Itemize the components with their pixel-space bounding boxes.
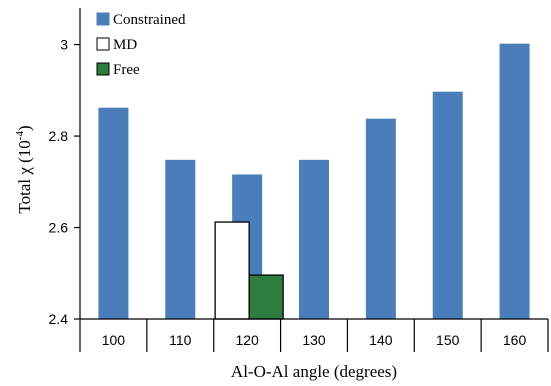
bar-constrained-110 bbox=[165, 159, 196, 319]
x-axis-title: Al-O-Al angle (degrees) bbox=[231, 362, 397, 381]
bar-md-120 bbox=[214, 221, 250, 320]
y-axis-title-close: ) bbox=[15, 125, 34, 131]
legend-swatch-free bbox=[96, 62, 110, 76]
legend: Constrained MD Free bbox=[96, 12, 186, 78]
x-tick-label-150: 150 bbox=[436, 332, 460, 348]
x-tick-label-120: 120 bbox=[235, 332, 259, 348]
x-tick-label-100: 100 bbox=[102, 332, 126, 348]
bar-constrained-140 bbox=[365, 118, 396, 319]
bar-constrained-160 bbox=[499, 43, 530, 320]
axes-layer bbox=[79, 8, 548, 320]
legend-label-constrained: Constrained bbox=[113, 12, 186, 28]
y-axis-title: Total χ (10-4) bbox=[14, 125, 34, 213]
bar-constrained-150 bbox=[432, 91, 463, 319]
y-tick-label-2.8: 2.8 bbox=[49, 128, 69, 144]
y-axis-title-exponent: -4 bbox=[14, 131, 26, 141]
bar-free-120 bbox=[248, 274, 284, 320]
y-tick-label-3: 3 bbox=[60, 37, 68, 53]
bars-layer bbox=[98, 43, 530, 320]
y-tick-label-2.4: 2.4 bbox=[49, 311, 69, 327]
y-tick-label-2.6: 2.6 bbox=[49, 220, 69, 236]
bar-constrained-130 bbox=[299, 159, 329, 319]
legend-swatch-constrained bbox=[96, 12, 110, 26]
x-tick-label-110: 110 bbox=[169, 332, 192, 348]
y-axis-title-main: Total χ (10 bbox=[15, 140, 34, 213]
legend-label-md: MD bbox=[113, 37, 137, 53]
x-tick-label-140: 140 bbox=[369, 332, 393, 348]
legend-label-free: Free bbox=[113, 62, 140, 78]
x-tick-label-160: 160 bbox=[503, 332, 527, 348]
ticks-layer: 2.4 2.6 2.8 3 100 110 120 130 140 150 160 bbox=[49, 37, 549, 352]
bar-constrained-100 bbox=[98, 107, 129, 319]
legend-swatch-md bbox=[96, 37, 110, 51]
x-tick-label-130: 130 bbox=[302, 332, 326, 348]
